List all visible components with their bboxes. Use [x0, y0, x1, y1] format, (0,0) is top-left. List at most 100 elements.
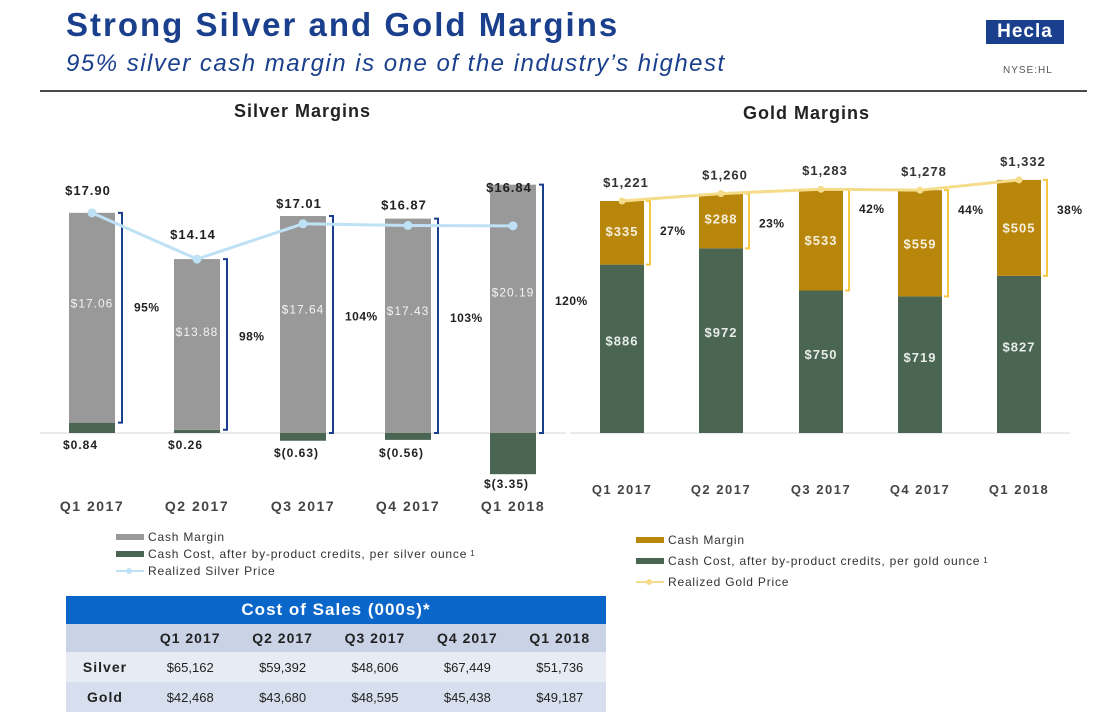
silver-margin-pct-label: 103% [450, 311, 483, 325]
gold-cash-cost-bar [997, 275, 1041, 433]
gold-cash-margin-bar [997, 179, 1041, 276]
silver-chart-title: Silver Margins [234, 101, 372, 121]
ticker-symbol: NYSE:HL [1003, 65, 1053, 76]
gold-margin-pct-label: 44% [958, 203, 984, 217]
silver-price-point [298, 219, 308, 229]
silver-cash-cost-label: $(0.63) [274, 446, 319, 460]
legend-item-gold-cash-margin: Cash Margin [636, 531, 989, 548]
company-logo: Hecla [986, 20, 1064, 44]
silver-cash-cost-label: $0.26 [168, 438, 203, 452]
table-cell: $65,162 [144, 652, 237, 682]
gold-cash-cost-label: $972 [705, 325, 738, 340]
silver-cash-margin-label: $13.88 [176, 325, 219, 339]
gold-cash-cost-label: $750 [805, 347, 838, 362]
silver-category-label: Q1 2018 [481, 498, 545, 514]
silver-cash-margin-label: $17.06 [71, 296, 114, 310]
silver-margin-bracket [434, 217, 439, 434]
silver-price-label: $17.01 [276, 196, 322, 211]
table-header-empty [66, 624, 144, 652]
silver-margin-bracket [223, 258, 228, 431]
legend-item-silver-cash-margin: Cash Margin [116, 528, 475, 545]
silver-legend: Cash Margin Cash Cost, after by-product … [116, 528, 475, 579]
silver-cash-cost-bar [490, 433, 536, 475]
silver-cash-margin-bar [174, 259, 220, 430]
silver-price-point [87, 208, 97, 218]
gold-category-label: Q4 2017 [890, 482, 950, 497]
table-cell: $49,187 [513, 682, 606, 712]
legend-label: Realized Silver Price [148, 563, 276, 578]
legend-item-silver-cash-cost: Cash Cost, after by-product credits, per… [116, 545, 475, 562]
silver-category-label: Q2 2017 [165, 498, 229, 514]
gold-margin-bracket [745, 192, 750, 250]
table-cell: $67,449 [421, 652, 514, 682]
table-header-row: Q1 2017 Q2 2017 Q3 2017 Q4 2017 Q1 2018 [66, 624, 606, 652]
legend-label: Cash Margin [148, 529, 225, 544]
table-cell: $48,595 [328, 682, 422, 712]
gold-cash-margin-bar [898, 190, 942, 297]
legend-swatch [116, 567, 144, 575]
gold-margin-pct-label: 27% [660, 224, 686, 238]
company-logo-subtitle: MINING COMPANY [993, 39, 1057, 46]
silver-margin-pct-label: 120% [555, 294, 588, 308]
silver-cash-cost-label: $(0.56) [379, 446, 424, 460]
table-cell: $42,468 [144, 682, 237, 712]
table-cell: $51,736 [513, 652, 606, 682]
silver-cash-margin-bar [385, 218, 431, 433]
table-cell: $43,680 [236, 682, 329, 712]
table-row-gold: Gold $42,468 $43,680 $48,595 $45,438 $49… [66, 682, 606, 712]
silver-price-label: $16.84 [486, 180, 532, 195]
legend-item-gold-price: Realized Gold Price [636, 573, 989, 590]
gold-price-point [916, 186, 924, 194]
silver-cash-margin-bar [280, 216, 326, 433]
silver-cash-cost-bar [385, 433, 431, 440]
table-header-cell: Q1 2018 [513, 624, 606, 652]
gold-cash-cost-bar [600, 264, 644, 433]
silver-price-point [403, 220, 413, 230]
legend-item-gold-cash-cost: Cash Cost, after by-product credits, per… [636, 552, 989, 569]
gold-price-label: $1,332 [1000, 154, 1046, 169]
silver-cash-cost-bar [280, 433, 326, 441]
silver-price-label: $16.87 [381, 197, 427, 212]
legend-swatch [636, 557, 664, 564]
gold-cash-cost-label: $719 [904, 350, 937, 365]
gold-margin-bracket [944, 189, 949, 298]
silver-margin-bracket [539, 183, 544, 434]
header-divider [40, 90, 1087, 92]
table-header-cell: Q3 2017 [328, 624, 422, 652]
legend-item-silver-price: Realized Silver Price [116, 562, 475, 579]
silver-margin-bracket [329, 215, 334, 434]
gold-cash-margin-bar [799, 189, 843, 291]
page-title: Strong Silver and Gold Margins [66, 6, 620, 43]
gold-margin-pct-label: 38% [1057, 203, 1083, 217]
silver-cash-cost-label: $0.84 [63, 438, 98, 452]
footnote-marker: 1 [983, 556, 989, 565]
table-title: Cost of Sales (000s)* [66, 596, 606, 624]
table-header-cell: Q4 2017 [421, 624, 514, 652]
silver-cash-cost-bar [69, 422, 115, 433]
table-header-cell: Q2 2017 [236, 624, 329, 652]
legend-swatch [116, 533, 144, 540]
cost-of-sales-table: Cost of Sales (000s)* Q1 2017 Q2 2017 Q3… [66, 596, 606, 712]
gold-cash-margin-bar [600, 201, 644, 265]
gold-chart-title: Gold Margins [743, 103, 871, 123]
silver-cash-margin-bar [69, 212, 115, 423]
row-label: Gold [66, 682, 144, 712]
gold-category-label: Q3 2017 [791, 482, 851, 497]
silver-margin-pct-label: 104% [345, 310, 378, 324]
gold-price-point [717, 190, 725, 198]
silver-cash-cost-label: $(3.35) [484, 477, 529, 491]
legend-label: Cash Cost, after by-product credits, per… [668, 553, 981, 568]
gold-category-label: Q1 2017 [592, 482, 652, 497]
legend-swatch [116, 550, 144, 557]
gold-cash-cost-label: $886 [606, 333, 639, 348]
silver-price-point [192, 254, 202, 264]
legend-label: Cash Margin [668, 532, 745, 547]
row-label: Silver [66, 652, 144, 682]
legend-swatch [636, 536, 664, 543]
silver-margin-pct-label: 95% [134, 301, 160, 315]
silver-cash-margin-label: $17.64 [282, 303, 325, 317]
gold-legend: Cash Margin Cash Cost, after by-product … [636, 531, 989, 590]
gold-cash-cost-bar [898, 296, 942, 433]
silver-category-label: Q4 2017 [376, 498, 440, 514]
